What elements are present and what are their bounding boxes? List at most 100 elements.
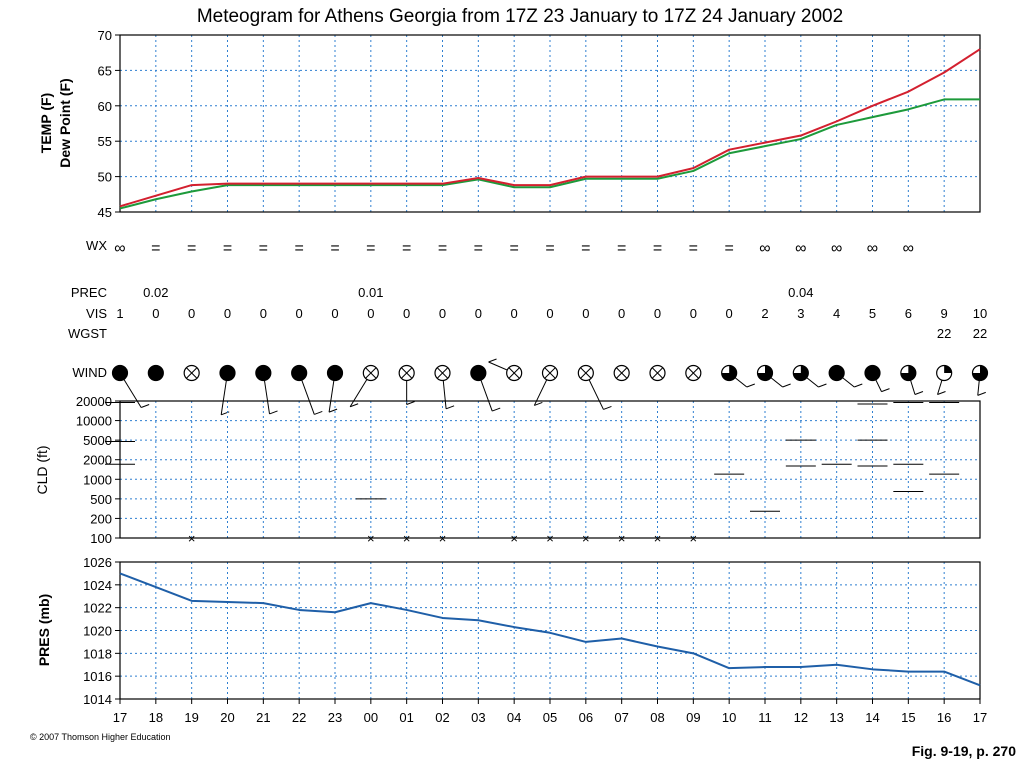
broken-fill: [721, 365, 737, 381]
vis-value: 10: [973, 306, 987, 321]
fog-symbol: =: [509, 240, 518, 257]
xtick-label: 22: [292, 710, 306, 725]
haze-symbol: ∞: [759, 240, 770, 257]
copyright-notice: © 2007 Thomson Higher Education: [30, 732, 171, 742]
xtick-label: 19: [184, 710, 198, 725]
wind-station-symbol: [291, 364, 323, 415]
wind-barb-feather: [534, 401, 543, 406]
vis-value: 9: [941, 306, 948, 321]
wind-station-symbol: [685, 364, 702, 382]
fog-symbol: =: [402, 240, 411, 257]
broken-fill: [757, 365, 773, 381]
vis-value: 5: [869, 306, 876, 321]
cloud-plot-frame: [119, 400, 981, 539]
wind-barb-feather: [314, 410, 323, 415]
wind-station-symbol: [219, 364, 236, 416]
wind-station-symbol: [398, 364, 415, 405]
wind-barb-feather: [603, 405, 612, 410]
temp-plot-frame: [119, 34, 981, 213]
wind-station-symbol: [326, 364, 344, 413]
wind-station-symbol: [900, 364, 924, 395]
haze-symbol: ∞: [831, 240, 842, 257]
temp-axis-label: TEMP (F): [38, 93, 54, 153]
wind-gust-value: 22: [937, 326, 951, 341]
fog-symbol: =: [294, 240, 303, 257]
cloud-ytick-label: 500: [90, 492, 112, 507]
obscured-cross: [652, 367, 663, 379]
pressure-ytick-label: 1026: [83, 555, 112, 570]
vis-value: 0: [546, 306, 553, 321]
vis-value: 0: [654, 306, 661, 321]
dewpoint-axis-label: Dew Point (F): [57, 78, 73, 167]
obscured-cross: [508, 367, 520, 379]
pressure-ytick-label: 1020: [83, 624, 112, 639]
xtick-label: 05: [543, 710, 557, 725]
xtick-label: 12: [794, 710, 808, 725]
vis-value: 0: [331, 306, 338, 321]
temp-ytick-label: 45: [98, 205, 112, 220]
fog-symbol: =: [330, 240, 339, 257]
obscured-cross: [616, 367, 628, 379]
haze-symbol: ∞: [114, 240, 125, 257]
prec-row-label: PREC: [71, 285, 107, 300]
wind-gust-value: 22: [973, 326, 987, 341]
overcast-fill: [327, 365, 343, 381]
wind-barb-feather: [818, 383, 827, 388]
vis-value: 6: [905, 306, 912, 321]
wind-station-symbol: [971, 364, 989, 396]
fog-symbol: =: [581, 240, 590, 257]
xtick-label: 23: [328, 710, 342, 725]
temp-ytick-label: 65: [98, 63, 112, 78]
cloud-ytick-label: 5000: [83, 433, 112, 448]
overcast-fill: [829, 365, 845, 381]
pressure-axis-label: PRES (mb): [36, 594, 52, 666]
xtick-label: 01: [399, 710, 413, 725]
wind-barb-feather: [349, 403, 359, 408]
fog-symbol: =: [438, 240, 447, 257]
haze-symbol: ∞: [795, 240, 806, 257]
xtick-label: 02: [435, 710, 449, 725]
xtick-label: 11: [758, 710, 772, 725]
fog-symbol: =: [724, 240, 733, 257]
xtick-label: 09: [686, 710, 700, 725]
xtick-label: 14: [865, 710, 879, 725]
temp-ytick-label: 70: [98, 28, 112, 43]
broken-fill: [972, 365, 988, 381]
pressure-ytick-label: 1024: [83, 578, 112, 593]
fog-symbol: =: [151, 240, 160, 257]
obscured-cross: [186, 367, 198, 379]
xtick-label: 00: [364, 710, 378, 725]
fog-symbol: =: [474, 240, 483, 257]
xtick-label: 21: [256, 710, 270, 725]
wind-barb-feather: [445, 405, 455, 410]
cloud-panel: 100 200 500 1000 2000 5000 10000 20000 CLD (ft)…: [34, 394, 981, 546]
overcast-fill: [255, 365, 271, 381]
temp-ytick-label: 60: [98, 99, 112, 114]
xtick-label: 17: [113, 710, 127, 725]
wind-barb-feather: [881, 388, 890, 393]
wind-barb-feather: [854, 383, 863, 388]
obscured-sky-marker: ×: [690, 531, 698, 546]
vis-row-label: VIS: [86, 306, 107, 321]
vis-value: 0: [439, 306, 446, 321]
wind-station-symbol: [721, 364, 755, 388]
wgst-row-label: WGST: [68, 326, 107, 341]
vis-value: 1: [116, 306, 123, 321]
pressure-ytick-label: 1014: [83, 692, 112, 707]
overcast-fill: [291, 365, 307, 381]
xtick-label: 18: [149, 710, 163, 725]
xtick-label: 15: [901, 710, 915, 725]
wind-station-symbol: [936, 364, 953, 395]
xtick-label: 16: [937, 710, 951, 725]
vis-value: 0: [403, 306, 410, 321]
obscured-sky-marker: ×: [403, 531, 411, 546]
vis-value: 0: [618, 306, 625, 321]
vis-value: 4: [833, 306, 840, 321]
obscured-sky-marker: ×: [439, 531, 447, 546]
vis-value: 0: [475, 306, 482, 321]
obscured-sky-marker: ×: [546, 531, 554, 546]
wind-station-symbol: [756, 364, 791, 388]
wind-station-symbol: [649, 364, 666, 382]
xtick-label: 10: [722, 710, 736, 725]
